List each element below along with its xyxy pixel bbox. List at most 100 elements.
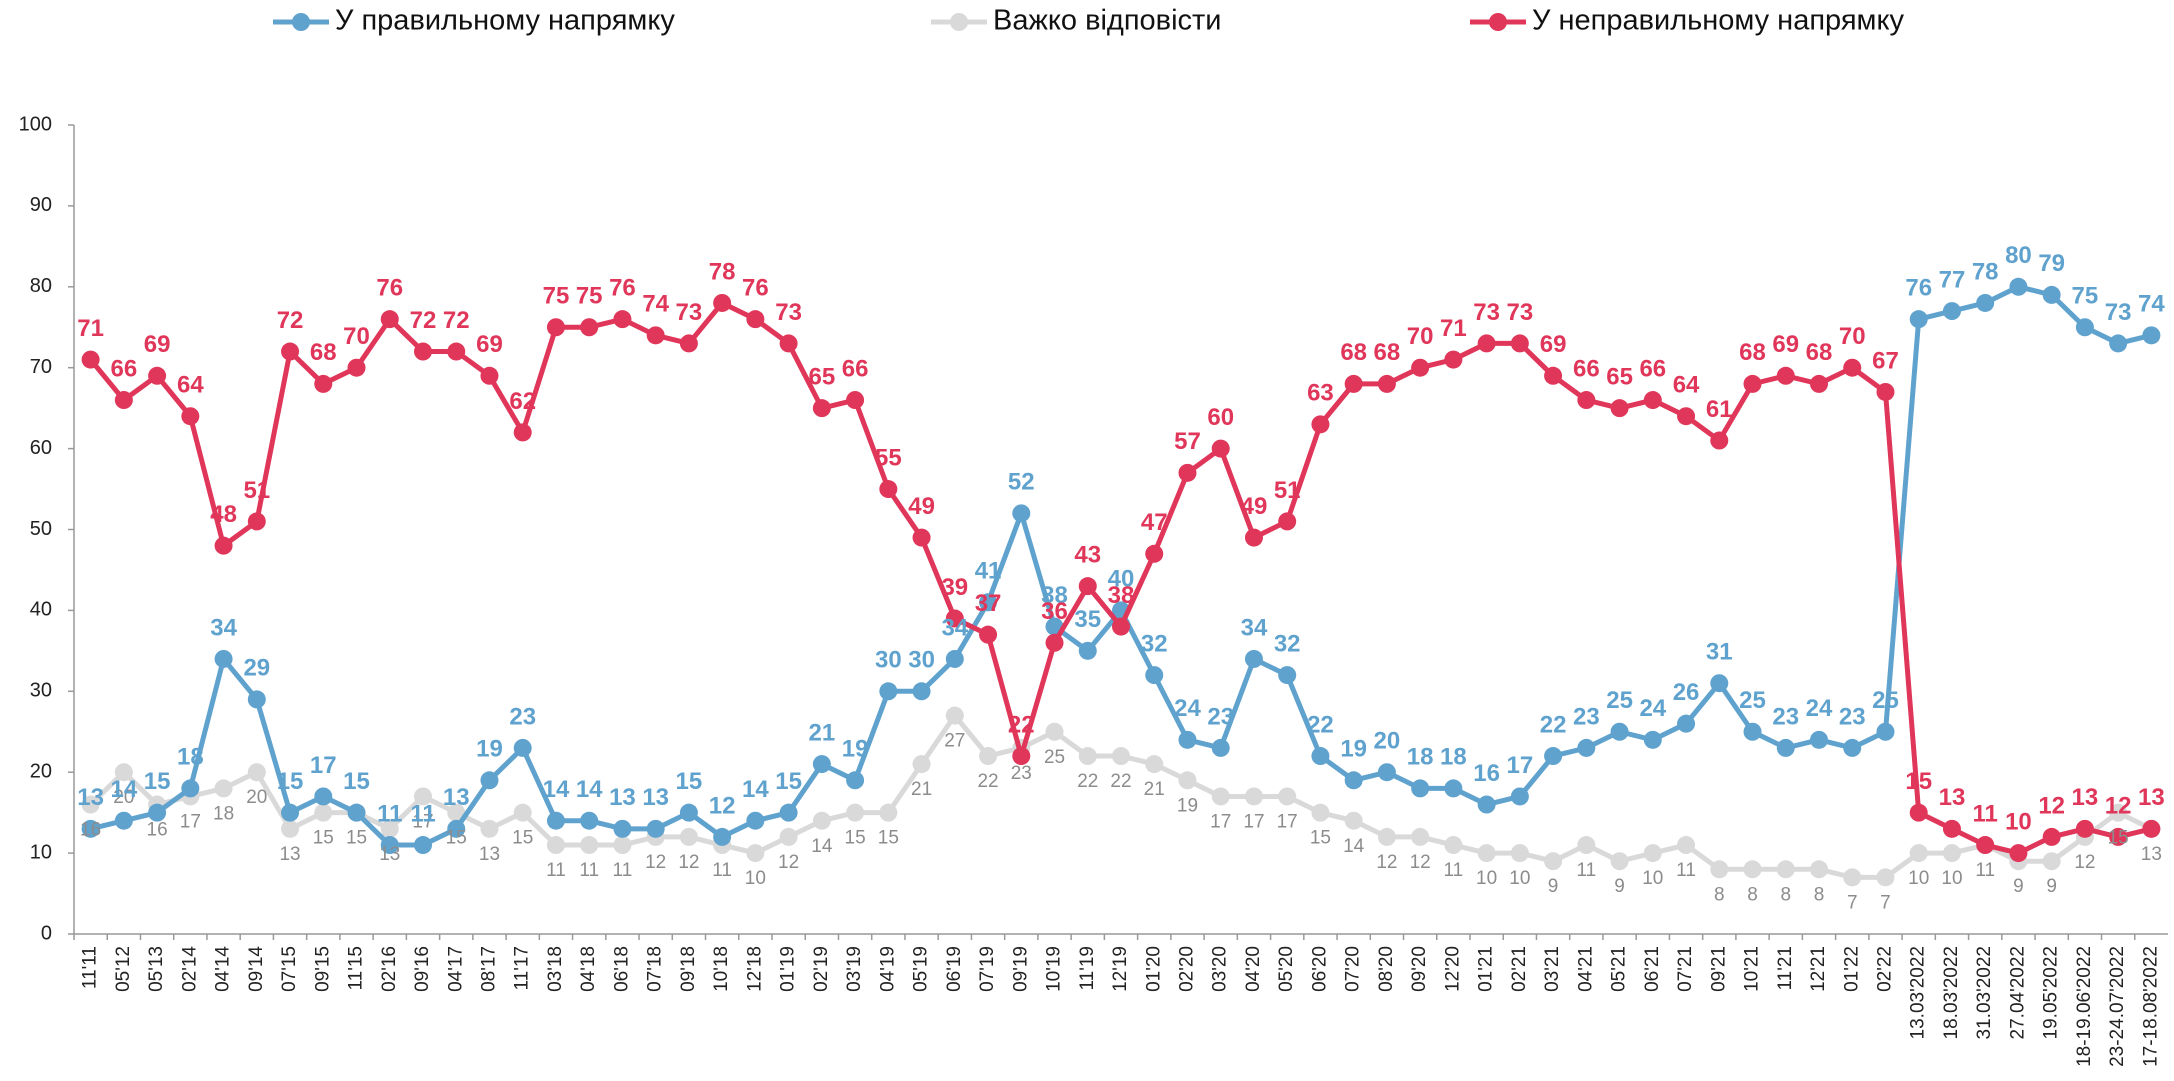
point (1012, 504, 1031, 523)
point (247, 690, 266, 709)
data-label: 21 (809, 719, 836, 746)
x-tick-label: 07'21 (1675, 946, 1696, 992)
point (181, 407, 200, 426)
point (1776, 860, 1795, 879)
point (1045, 722, 1064, 741)
x-tick-label: 11'17 (512, 946, 533, 991)
data-label: 51 (1274, 477, 1301, 504)
x-tick-label: 09'16 (412, 946, 433, 992)
data-label: 30 (908, 647, 935, 674)
point (1976, 293, 1995, 312)
point (2109, 803, 2128, 822)
data-label: 72 (443, 307, 470, 334)
point (513, 738, 532, 757)
data-label: 72 (277, 307, 304, 334)
point (1377, 827, 1396, 846)
point (846, 803, 865, 822)
data-label: 15 (144, 768, 171, 795)
data-label: 12 (645, 852, 666, 873)
data-label: 29 (243, 655, 270, 682)
data-label: 17 (310, 752, 337, 779)
point (247, 763, 266, 782)
data-label: 14 (811, 836, 833, 857)
x-tick-label: 13.03'2022 (1908, 946, 1929, 1039)
x-tick-label: 08'20 (1376, 946, 1397, 992)
data-label: 15 (775, 768, 802, 795)
data-label: 31 (1706, 639, 1733, 666)
point (347, 803, 366, 822)
data-label: 22 (1110, 771, 1131, 792)
data-label: 21 (911, 779, 932, 800)
point (214, 779, 233, 798)
point (1909, 310, 1928, 329)
point (713, 827, 732, 846)
point (347, 358, 366, 377)
x-tick-label: 11'11 (80, 946, 101, 989)
point (1344, 771, 1363, 790)
data-label: 14 (111, 776, 138, 803)
x-tick-label: 04'14 (213, 946, 234, 992)
point (2042, 827, 2061, 846)
data-label: 51 (243, 477, 270, 504)
x-tick-label: 23-24.07'2022 (2107, 946, 2128, 1067)
point (480, 771, 499, 790)
data-label: 9 (1548, 876, 1559, 897)
point (1876, 382, 1895, 401)
y-tick-label: 100 (19, 113, 52, 135)
data-label: 57 (1174, 428, 1201, 455)
data-label: 70 (1839, 323, 1866, 350)
data-label: 17 (412, 811, 433, 832)
data-label: 22 (1077, 771, 1098, 792)
data-label: 38 (1108, 582, 1135, 609)
data-label: 25 (1872, 687, 1899, 714)
point (1112, 747, 1130, 766)
point (846, 771, 865, 790)
point (2075, 819, 2094, 838)
data-label: 26 (1673, 679, 1700, 706)
point (879, 803, 898, 822)
data-label: 69 (1772, 331, 1799, 358)
point (1477, 844, 1496, 863)
point (580, 811, 599, 830)
point (580, 836, 599, 855)
x-tick-label: 07'15 (279, 946, 300, 992)
point (1444, 836, 1463, 855)
data-label: 77 (1939, 266, 1966, 293)
point (912, 528, 931, 547)
x-tick-label: 05'21 (1609, 946, 1630, 992)
data-label: 68 (1340, 339, 1367, 366)
point (1743, 722, 1762, 741)
point (746, 310, 765, 329)
x-tick-label: 27.04'2022 (2007, 946, 2028, 1039)
data-label: 8 (1747, 884, 1758, 905)
point (1909, 803, 1928, 822)
point (1510, 334, 1529, 353)
data-label: 8 (1780, 884, 1791, 905)
x-tick-label: 04'21 (1575, 946, 1596, 992)
x-tick-label: 06'21 (1642, 946, 1663, 992)
point (214, 536, 233, 555)
x-tick-label: 01'20 (1143, 946, 1164, 992)
x-tick-label: 01'21 (1476, 946, 1497, 992)
data-label: 67 (1872, 347, 1899, 374)
data-label: 22 (1540, 711, 1567, 738)
y-tick-label: 10 (30, 841, 52, 863)
x-tick-label: 05'20 (1276, 946, 1297, 992)
point (1244, 649, 1263, 668)
point (1976, 836, 1995, 855)
point (1677, 836, 1696, 855)
data-label: 11 (1676, 860, 1696, 881)
x-tick-label: 10'18 (711, 946, 732, 992)
point (380, 819, 399, 838)
data-label: 68 (1739, 339, 1766, 366)
point (1344, 374, 1363, 393)
data-label: 17 (1507, 752, 1534, 779)
point (979, 593, 998, 612)
point (979, 625, 998, 644)
data-label: 12 (709, 792, 736, 819)
point (1444, 350, 1463, 369)
point (1211, 738, 1230, 757)
point (1411, 827, 1430, 846)
x-tick-label: 09'14 (246, 946, 267, 992)
data-label: 16 (80, 820, 101, 841)
